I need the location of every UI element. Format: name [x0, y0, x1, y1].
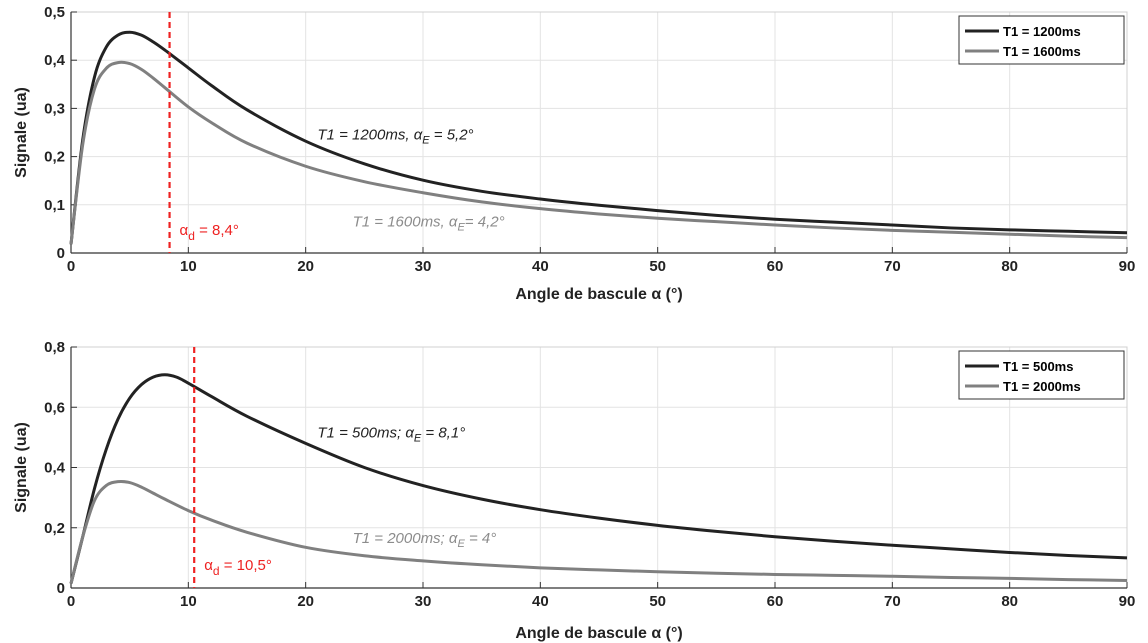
x-tick-label: 0	[67, 593, 75, 610]
x-tick-label: 50	[649, 593, 666, 610]
y-tick-label: 0	[57, 245, 65, 262]
curve-annotation-2: T1 = 2000ms; αE = 4°	[353, 530, 497, 550]
x-tick-label: 90	[1119, 593, 1136, 610]
curve-annotation-1: T1 = 1200ms, αE = 5,2°	[317, 127, 473, 147]
y-tick-label: 0	[57, 580, 65, 597]
y-axis-label: Signale (ua)	[13, 422, 30, 513]
x-tick-label: 80	[1001, 593, 1018, 610]
x-tick-label: 30	[415, 258, 432, 275]
legend: T1 = 500ms T1 = 2000ms	[958, 350, 1125, 400]
curve-annotation-1: T1 = 500ms; αE = 8,1°	[317, 424, 465, 444]
x-tick-label: 80	[1001, 258, 1018, 275]
x-axis-label: Angle de bascule α (°)	[515, 286, 682, 303]
x-tick-label: 90	[1119, 258, 1136, 275]
x-tick-label: 20	[297, 593, 314, 610]
legend: T1 = 1200ms T1 = 1600ms	[958, 15, 1125, 65]
x-tick-label: 40	[532, 593, 549, 610]
alpha-d-label: αd = 10,5°	[204, 557, 272, 578]
y-tick-label: 0,2	[44, 520, 65, 537]
x-tick-label: 60	[767, 258, 784, 275]
legend-box	[958, 350, 1125, 400]
y-tick-label: 0,3	[44, 100, 65, 117]
y-tick-label: 0,5	[44, 4, 65, 21]
y-axis-label: Signale (ua)	[13, 87, 30, 178]
legend-label-2: T1 = 2000ms	[1003, 379, 1081, 394]
series-line-2	[69, 60, 1128, 245]
y-tick-label: 0,2	[44, 149, 65, 166]
y-tick-label: 0,8	[44, 339, 65, 356]
series-line-2	[69, 479, 1128, 584]
y-tick-label: 0,6	[44, 399, 65, 416]
x-tick-label: 70	[884, 258, 901, 275]
legend-label-1: T1 = 1200ms	[1003, 24, 1081, 39]
chart-panel-2: 0 10 20 30 40 50 60 70 80 90 0 0,2 0,4 0,6 0,8 Angle de…	[13, 339, 1135, 642]
series-line-1	[69, 373, 1128, 584]
legend-label-2: T1 = 1600ms	[1003, 44, 1081, 59]
alpha-d-label: αd = 8,4°	[180, 222, 239, 243]
x-tick-label: 0	[67, 258, 75, 275]
x-axis-label: Angle de bascule α (°)	[515, 625, 682, 642]
chart-panel-1: 0 10 20 30 40 50 60 70 80 90 0 0,1 0,2 0,3 0,4 0,5 Angle…	[13, 4, 1135, 303]
x-tick-label: 40	[532, 258, 549, 275]
y-tick-label: 0,1	[44, 197, 65, 214]
x-tick-label: 60	[767, 593, 784, 610]
x-tick-label: 50	[649, 258, 666, 275]
curve-annotation-2: T1 = 1600ms, αE= 4,2°	[353, 213, 505, 233]
legend-box	[958, 15, 1125, 65]
y-tick-label: 0,4	[44, 52, 66, 69]
x-tick-label: 10	[180, 593, 197, 610]
x-tick-label: 70	[884, 593, 901, 610]
series-line-1	[69, 30, 1128, 245]
y-tick-label: 0,4	[44, 460, 66, 477]
x-tick-label: 30	[415, 593, 432, 610]
x-tick-label: 20	[297, 258, 314, 275]
legend-label-1: T1 = 500ms	[1003, 359, 1073, 374]
x-tick-label: 10	[180, 258, 197, 275]
